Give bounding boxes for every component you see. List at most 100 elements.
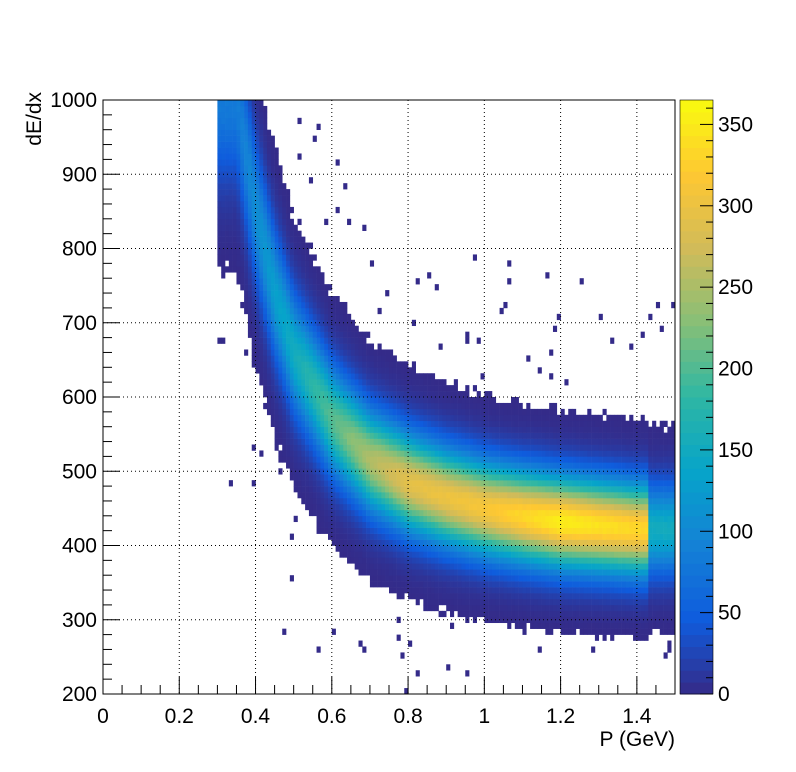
heatmap-cell (289, 224, 294, 231)
heatmap-cell (316, 319, 321, 327)
color-scale-band (680, 313, 713, 327)
heatmap-cell (305, 408, 310, 416)
heatmap-cell (537, 426, 542, 433)
heatmap-cell (671, 569, 676, 576)
heatmap-cell (472, 397, 477, 404)
heatmap-cell (518, 533, 523, 540)
heatmap-cell (400, 373, 405, 380)
heatmap-cell (358, 379, 363, 386)
heatmap-cell (293, 486, 298, 493)
heatmap-cell (427, 575, 432, 582)
heatmap-cell (408, 426, 413, 433)
color-scale-band (680, 373, 713, 386)
heatmap-cell (526, 450, 531, 457)
heatmap-cell (293, 420, 298, 427)
heatmap-cell (293, 307, 298, 315)
heatmap-cell (621, 521, 626, 528)
heatmap-cell (244, 301, 249, 309)
heatmap-cell (621, 432, 626, 439)
heatmap-cell (507, 497, 512, 505)
heatmap-cell (331, 468, 336, 475)
heatmap-cell (572, 563, 577, 570)
heatmap-cell (617, 551, 622, 558)
heatmap-cell (617, 497, 622, 505)
heatmap-cell (324, 408, 329, 416)
heatmap-cell (320, 385, 325, 392)
heatmap-cell (270, 218, 275, 226)
heatmap-cell (423, 480, 428, 487)
heatmap-cell (221, 123, 226, 130)
heatmap-cell (434, 385, 439, 392)
heatmap-cell (518, 450, 523, 457)
heatmap-cell (549, 492, 554, 499)
heatmap-cell (438, 462, 443, 469)
heatmap-cell (633, 628, 638, 635)
heatmap-cell (381, 521, 386, 528)
heatmap-cell (522, 604, 527, 612)
heatmap-cell (434, 456, 439, 463)
heatmap-cell (244, 307, 249, 315)
heatmap-cell (343, 325, 348, 332)
heatmap-cell (339, 385, 344, 392)
heatmap-cell (652, 426, 657, 433)
heatmap-cell (274, 349, 279, 356)
heatmap-cell (278, 183, 283, 190)
heatmap-cell (499, 604, 504, 612)
heatmap-cell (293, 408, 298, 416)
heatmap-cell (610, 616, 615, 624)
heatmap-cell (327, 349, 333, 356)
heatmap-cell (507, 444, 512, 451)
heatmap-cell (556, 462, 561, 469)
heatmap-cell (251, 296, 256, 303)
heatmap-cell (343, 474, 348, 481)
heatmap-cell (404, 408, 409, 416)
heatmap-cell (221, 260, 226, 267)
heatmap-cell (278, 272, 283, 279)
heatmap-cell (545, 575, 550, 582)
heatmap-cell (347, 551, 352, 558)
heatmap-cell (541, 480, 546, 487)
heatmap-cell (221, 141, 226, 148)
heatmap-cell (236, 260, 241, 267)
heatmap-cell (469, 604, 474, 612)
heatmap-cell (438, 575, 443, 582)
heatmap-cell (381, 438, 386, 445)
heatmap-cell (236, 218, 241, 226)
heatmap-cell (263, 337, 268, 344)
heatmap-cell (606, 521, 611, 528)
heatmap-cell (526, 569, 531, 576)
heatmap-cell (400, 379, 405, 386)
heatmap-cell (305, 260, 310, 267)
heatmap-cell (430, 575, 436, 582)
heatmap-cell (591, 610, 596, 618)
heatmap-cell (266, 284, 272, 291)
heatmap-cell (266, 248, 272, 255)
heatmap-cell (659, 581, 664, 588)
heatmap-cell (408, 468, 413, 475)
heatmap-cell (369, 509, 375, 517)
heatmap-cell (358, 503, 363, 511)
heatmap-cell (263, 325, 268, 332)
heatmap-cell (610, 581, 615, 588)
heatmap-cell (514, 563, 519, 570)
heatmap-cell (610, 468, 615, 475)
heatmap-cell (350, 337, 355, 344)
heatmap-cell (289, 260, 294, 267)
heatmap-cell (389, 450, 394, 457)
heatmap-cell (537, 503, 542, 511)
heatmap-cell (640, 598, 645, 606)
heatmap-cell (366, 420, 371, 427)
heatmap-cell (354, 444, 359, 451)
heatmap-cell (305, 462, 310, 469)
heatmap-cell (511, 444, 516, 451)
heatmap-cell (396, 373, 401, 380)
heatmap-cell (526, 420, 531, 427)
heatmap-cell (415, 551, 420, 558)
heatmap-cell (289, 242, 294, 249)
heatmap-cell (518, 420, 523, 427)
heatmap-cell (331, 432, 336, 439)
heatmap-cell (278, 242, 283, 249)
heatmap-cell (411, 426, 416, 433)
heatmap-cell (648, 462, 653, 469)
heatmap-cell (385, 367, 390, 374)
